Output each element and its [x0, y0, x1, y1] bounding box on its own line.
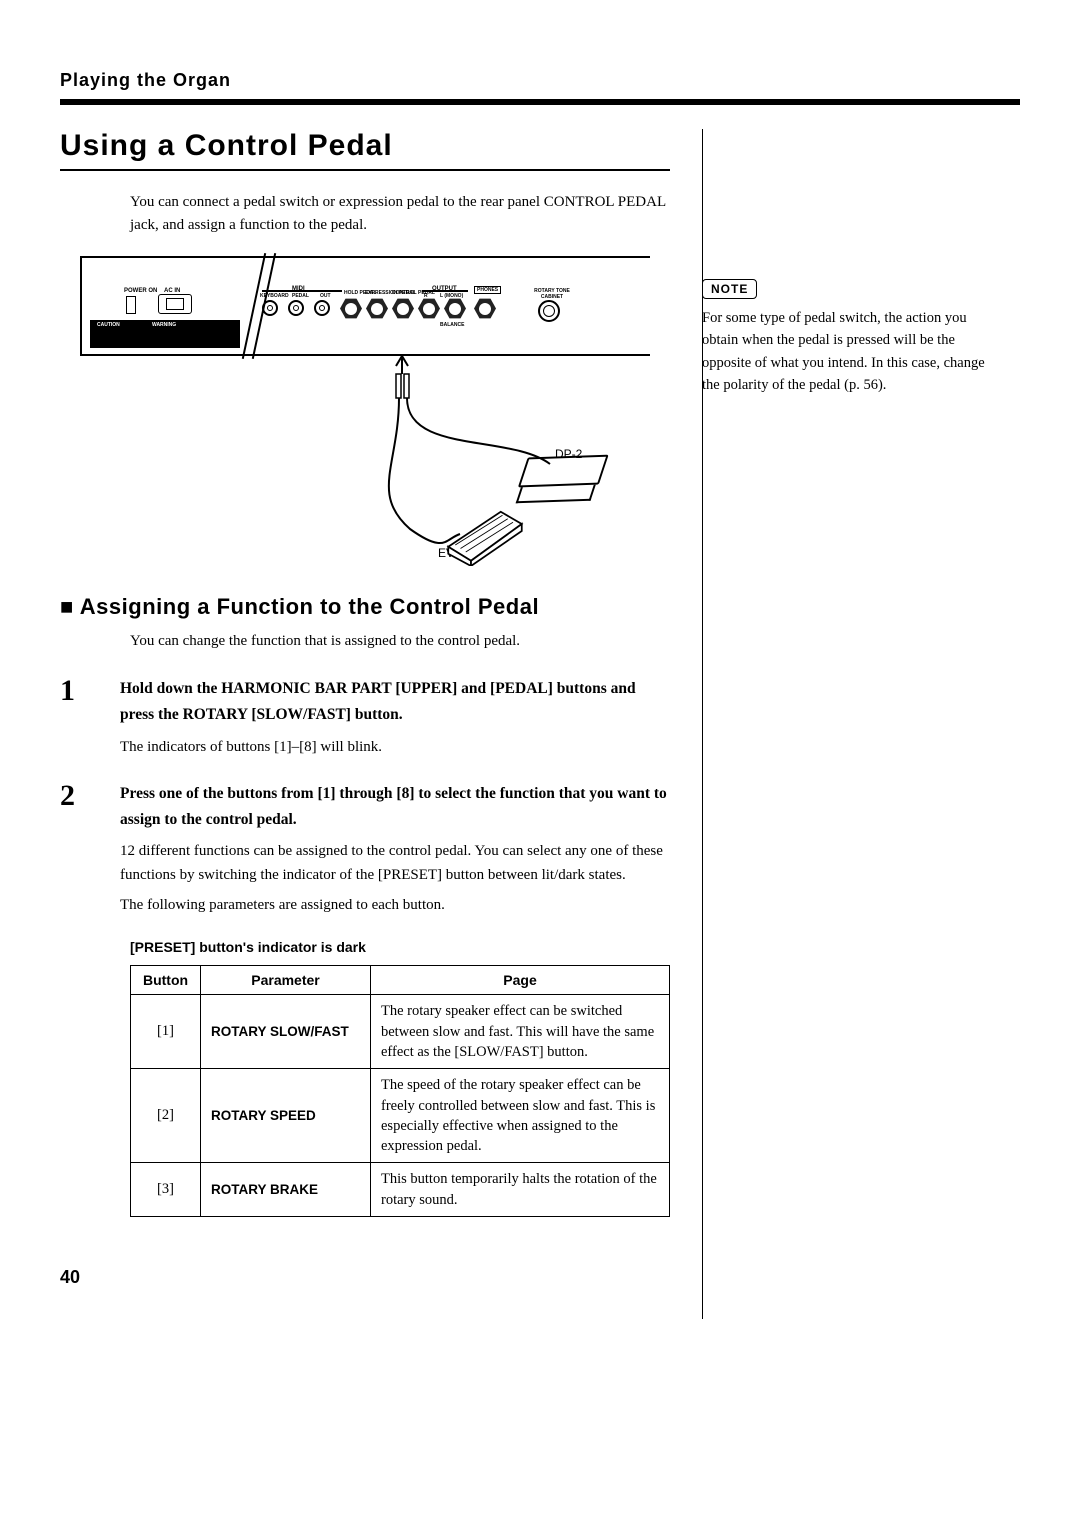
table-row: [1] ROTARY SLOW/FAST The rotary speaker …: [131, 995, 670, 1069]
label-power: POWER ON: [124, 288, 157, 294]
note-label: NOTE: [702, 279, 757, 299]
step-instruction: Press one of the buttons from [1] throug…: [120, 781, 670, 834]
table-row: [3] ROTARY BRAKE This button temporarily…: [131, 1163, 670, 1217]
jack-icon: [392, 298, 414, 320]
step-number: 1: [60, 676, 120, 759]
rotary-jack-icon: [538, 300, 560, 322]
step-2: 2 Press one of the buttons from [1] thro…: [60, 781, 670, 918]
col-button: Button: [131, 966, 201, 995]
intro-paragraph: You can connect a pedal switch or expres…: [130, 191, 670, 238]
ev7-pedal-icon: [440, 496, 530, 566]
step-1: 1 Hold down the HARMONIC BAR PART [UPPER…: [60, 676, 670, 759]
col-page: Page: [371, 966, 670, 995]
page-number: 40: [60, 1267, 1020, 1288]
column-divider: [702, 129, 703, 1319]
section-header: Playing the Organ: [60, 70, 1020, 105]
jack-icon: [444, 298, 466, 320]
page-title: Using a Control Pedal: [60, 129, 670, 171]
rear-panel-diagram: POWER ON AC IN CAUTION WARNING ATTENTION…: [60, 256, 670, 566]
step-number: 2: [60, 781, 120, 918]
midi-jack-icon: [314, 300, 330, 316]
note-text: For some type of pedal switch, the actio…: [702, 307, 1002, 397]
jack-icon: [418, 298, 440, 320]
label-acin: AC IN: [164, 288, 180, 294]
table-row: [2] ROTARY SPEED The speed of the rotary…: [131, 1069, 670, 1163]
step-instruction: Hold down the HARMONIC BAR PART [UPPER] …: [120, 676, 670, 729]
step-detail: 12 different functions can be assigned t…: [120, 839, 670, 887]
jack-icon: [340, 298, 362, 320]
jack-icon: [474, 298, 496, 320]
midi-jack-icon: [288, 300, 304, 316]
col-parameter: Parameter: [201, 966, 371, 995]
subheading: ■Assigning a Function to the Control Ped…: [60, 594, 670, 620]
step-result: The indicators of buttons [1]–[8] will b…: [120, 735, 670, 759]
subheading-text: You can change the function that is assi…: [130, 630, 670, 653]
step-detail-2: The following parameters are assigned to…: [120, 893, 670, 917]
table-caption: [PRESET] button's indicator is dark: [130, 939, 670, 955]
bullet-icon: ■: [60, 594, 74, 619]
jack-icon: [366, 298, 388, 320]
parameter-table: Button Parameter Page [1] ROTARY SLOW/FA…: [130, 965, 670, 1217]
